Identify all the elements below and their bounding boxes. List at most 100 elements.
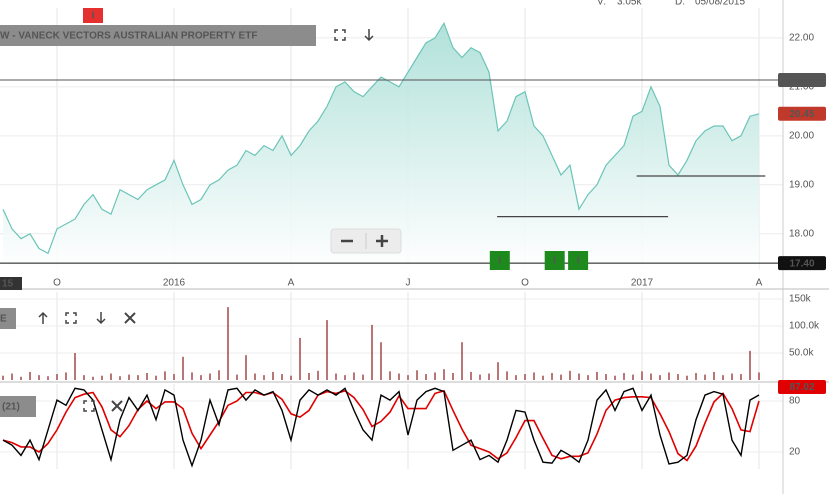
volume-bar bbox=[65, 372, 67, 380]
x-start-badge bbox=[0, 277, 22, 290]
volume-bar bbox=[281, 374, 283, 380]
reference-label: 17.40 bbox=[789, 258, 814, 269]
volume-bar bbox=[677, 374, 679, 380]
volume-bar bbox=[2, 375, 4, 380]
volume-bar bbox=[38, 375, 40, 380]
event-marker[interactable] bbox=[83, 8, 103, 23]
y-tick-label: 20 bbox=[789, 447, 801, 458]
stat-value: 3.05k bbox=[617, 0, 642, 8]
volume-bar bbox=[704, 374, 706, 380]
volume-bar bbox=[461, 342, 463, 380]
volume-bar bbox=[479, 374, 481, 380]
volume-bar bbox=[605, 374, 607, 380]
volume-bar bbox=[344, 375, 346, 380]
volume-bar bbox=[218, 370, 220, 380]
volume-bar bbox=[290, 375, 292, 380]
y-tick-label: 80 bbox=[789, 396, 801, 407]
price-line bbox=[2, 21, 760, 255]
reference-label: 21.14 bbox=[789, 75, 814, 86]
volume-bar bbox=[173, 374, 175, 380]
y-tick-label: 150k bbox=[789, 294, 812, 305]
volume-bar bbox=[740, 374, 742, 380]
volume-bar bbox=[362, 374, 364, 380]
volume-bar bbox=[623, 372, 625, 380]
panel-label: (21) bbox=[2, 402, 20, 413]
expand-button[interactable] bbox=[334, 29, 346, 41]
panel-label: E bbox=[0, 314, 7, 325]
volume-bar bbox=[209, 373, 211, 380]
volume-bar bbox=[299, 337, 301, 380]
volume-bar bbox=[11, 373, 13, 380]
oscillator-badge bbox=[778, 380, 826, 394]
volume-bar bbox=[110, 373, 112, 380]
volume-bar bbox=[425, 374, 427, 380]
oscillator-line bbox=[2, 389, 760, 462]
volume-bar bbox=[398, 373, 400, 380]
y-tick-label: 22.00 bbox=[789, 33, 814, 44]
volume-bar bbox=[47, 376, 49, 380]
volume-bar bbox=[470, 371, 472, 380]
volume-bar bbox=[641, 371, 643, 380]
last-price-label: 20.45 bbox=[789, 109, 814, 120]
volume-bar bbox=[29, 371, 31, 380]
volume-bar bbox=[128, 374, 130, 380]
volume-bar bbox=[452, 372, 454, 380]
volume-bar bbox=[227, 307, 229, 380]
volume-bar bbox=[722, 375, 724, 380]
volume-bar bbox=[686, 375, 688, 380]
x-start-label: 15 bbox=[2, 279, 14, 290]
volume-bar bbox=[434, 372, 436, 380]
close-button[interactable] bbox=[124, 312, 136, 324]
y-tick-label: 100.0k bbox=[789, 321, 820, 332]
event-label[interactable]: I bbox=[92, 11, 95, 22]
volume-bar bbox=[326, 320, 328, 380]
stat-label: D: bbox=[675, 0, 685, 8]
volume-bar bbox=[542, 375, 544, 380]
expand-button[interactable] bbox=[83, 400, 95, 412]
volume-bar bbox=[632, 374, 634, 380]
volume-bar bbox=[488, 373, 490, 380]
volume-bar bbox=[308, 372, 310, 380]
expand-button[interactable] bbox=[65, 312, 77, 324]
volume-bar bbox=[263, 375, 265, 380]
event-marker[interactable] bbox=[489, 251, 510, 270]
move-down-button[interactable] bbox=[364, 29, 374, 42]
x-tick-label: O bbox=[53, 278, 61, 289]
event-marker[interactable] bbox=[568, 251, 589, 270]
volume-bar bbox=[83, 375, 85, 380]
x-tick-label: J bbox=[406, 278, 411, 289]
volume-bar bbox=[533, 372, 535, 380]
volume-bar bbox=[407, 375, 409, 380]
volume-bar bbox=[497, 362, 499, 380]
volume-bar bbox=[389, 371, 391, 380]
volume-bar bbox=[596, 371, 598, 380]
volume-bar bbox=[560, 374, 562, 380]
volume-bar bbox=[182, 356, 184, 380]
volume-bar bbox=[146, 372, 148, 380]
volume-bar bbox=[164, 371, 166, 380]
volume-bar bbox=[335, 373, 337, 380]
volume-bar bbox=[92, 376, 94, 380]
event-marker[interactable] bbox=[544, 251, 565, 270]
move-up-button[interactable] bbox=[38, 311, 48, 324]
volume-bar bbox=[254, 373, 256, 380]
move-down-button[interactable] bbox=[96, 312, 106, 325]
reference-badge bbox=[778, 72, 826, 87]
volume-bar bbox=[119, 376, 121, 380]
volume-bar bbox=[695, 372, 697, 380]
close-button[interactable] bbox=[111, 400, 123, 412]
title-box bbox=[0, 25, 316, 46]
x-tick-label: 2017 bbox=[631, 278, 654, 289]
event-label[interactable]: I bbox=[498, 256, 501, 267]
event-label[interactable]: I bbox=[577, 256, 580, 267]
reference-badge bbox=[778, 256, 826, 271]
zoom-in-button[interactable] bbox=[376, 235, 388, 247]
volume-bar bbox=[74, 353, 76, 380]
event-label[interactable]: I bbox=[553, 256, 556, 267]
y-tick-label: 20.00 bbox=[789, 130, 814, 141]
volume-bar bbox=[380, 342, 382, 380]
volume-bar bbox=[137, 375, 139, 380]
volume-bar bbox=[749, 350, 751, 380]
volume-bar bbox=[650, 373, 652, 380]
volume-bar bbox=[272, 371, 274, 380]
